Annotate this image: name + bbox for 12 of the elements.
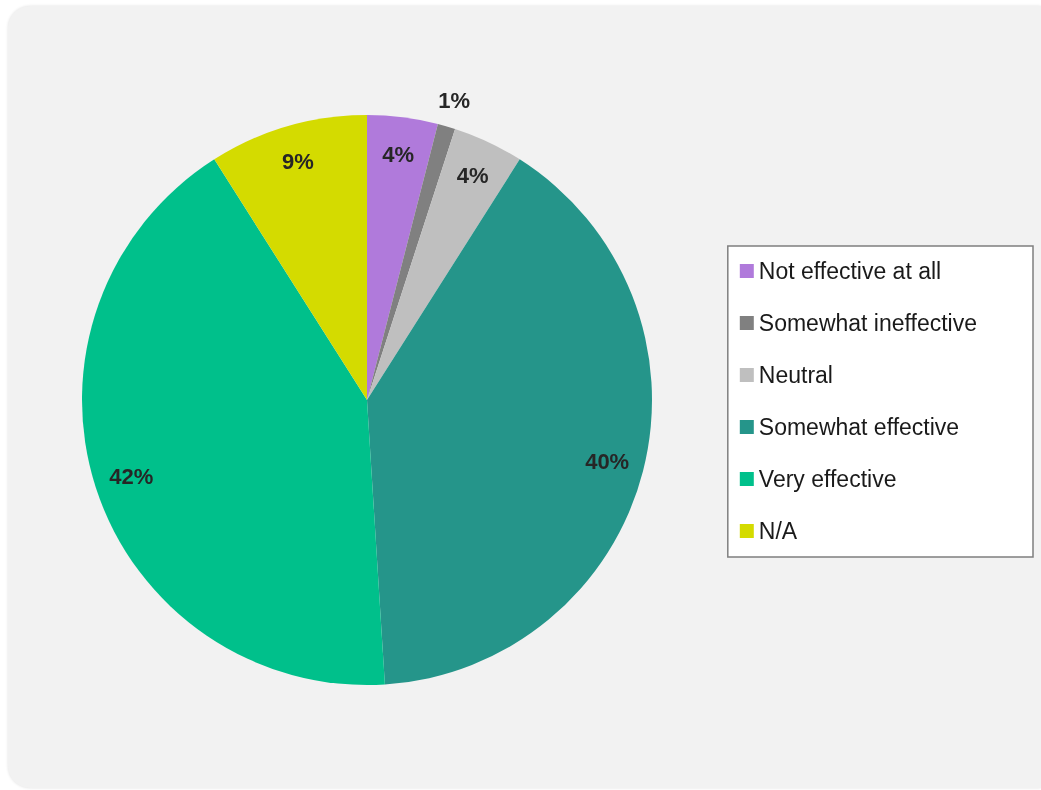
data-label: 42% xyxy=(109,464,154,490)
data-label: 1% xyxy=(438,87,470,113)
data-label: 4% xyxy=(382,141,414,167)
legend-label: Somewhat ineffective xyxy=(758,310,978,336)
data-label: 40% xyxy=(585,449,630,475)
legend-label: Somewhat effective xyxy=(758,414,960,440)
data-label: 4% xyxy=(456,163,489,189)
data-label: 9% xyxy=(281,149,314,175)
legend-label: N/A xyxy=(758,518,798,544)
legend-label: Neutral xyxy=(758,362,833,388)
legend-label: Very effective xyxy=(758,466,897,492)
legend-label: Not effective at all xyxy=(758,258,942,284)
